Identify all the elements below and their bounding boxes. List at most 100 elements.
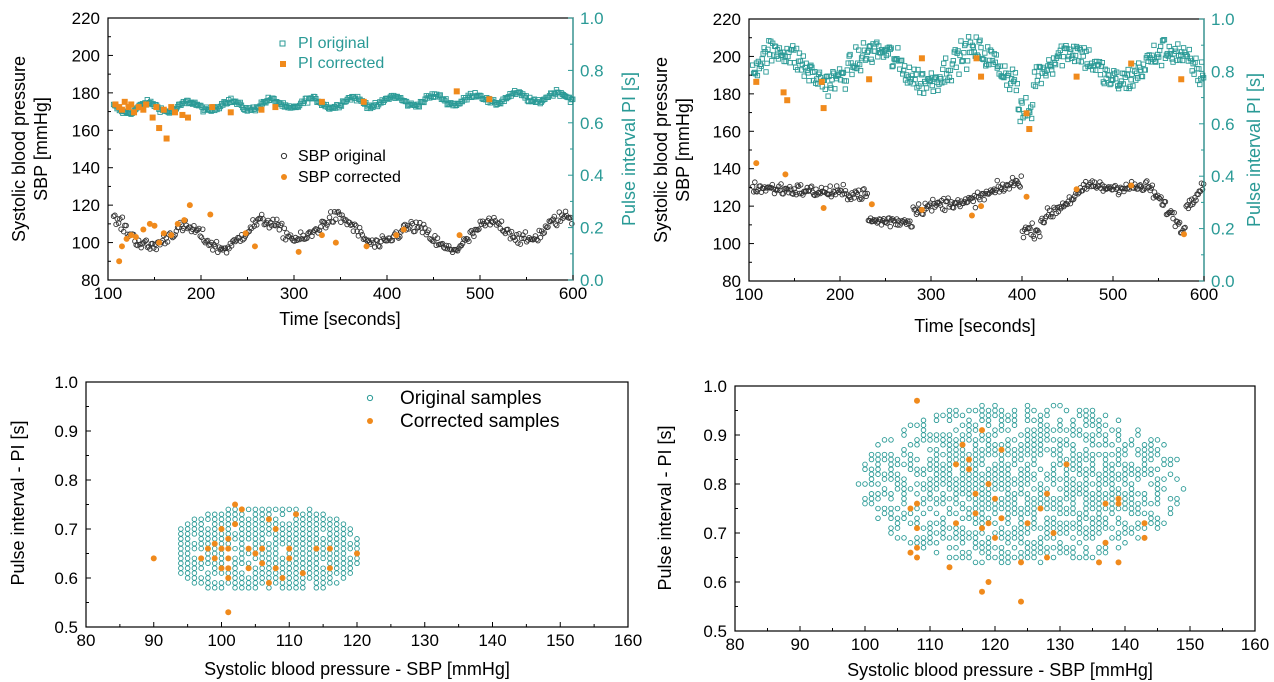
original-sample-point <box>320 511 326 518</box>
original-sample-point <box>1011 491 1018 497</box>
original-sample-point <box>313 565 320 571</box>
original-sample-point <box>211 531 218 537</box>
original-sample-point <box>225 506 232 513</box>
pi-original-point <box>957 52 963 59</box>
corrected-sample-point <box>1102 539 1109 546</box>
sbp-original-point <box>276 227 283 233</box>
x-tick-label: 150 <box>546 631 574 650</box>
y-tick-label: 0.8 <box>54 471 78 490</box>
sbp-original-point <box>864 190 871 197</box>
original-sample-point <box>1070 446 1076 453</box>
sbp-original-point <box>253 222 260 228</box>
original-sample-point <box>1031 544 1037 551</box>
sbp-original-point <box>324 222 330 228</box>
original-sample-point <box>1141 495 1148 502</box>
pi-original-point <box>849 71 855 78</box>
original-sample-point <box>1005 471 1011 477</box>
original-sample-point <box>907 442 914 448</box>
original-sample-point <box>979 515 985 522</box>
original-sample-point <box>1096 544 1102 551</box>
original-sample-point <box>293 521 299 527</box>
original-sample-point <box>320 536 326 542</box>
original-sample-point <box>320 585 326 591</box>
sbp-original-point <box>945 195 951 201</box>
original-sample-point <box>327 521 333 527</box>
original-sample-point <box>252 506 259 513</box>
original-sample-point <box>300 531 306 537</box>
original-sample-point <box>178 531 184 537</box>
sbp-original-point <box>374 237 380 244</box>
original-sample-point <box>1018 505 1024 512</box>
pi-corrected-point <box>978 73 985 80</box>
pi-original-point <box>761 45 767 51</box>
y-tick-label: 140 <box>713 160 741 179</box>
original-sample-point <box>266 555 272 562</box>
original-sample-point <box>1037 540 1044 546</box>
original-sample-point <box>347 526 353 532</box>
original-sample-point <box>862 481 868 487</box>
original-sample-point <box>901 427 907 433</box>
original-sample-point <box>985 417 992 424</box>
original-sample-point <box>211 521 218 527</box>
pi-original-point <box>1134 70 1140 76</box>
original-sample-point <box>1154 500 1161 507</box>
original-sample-point <box>1024 407 1031 414</box>
original-sample-point <box>293 575 299 581</box>
original-sample-point <box>1005 461 1011 468</box>
original-sample-point <box>1089 535 1096 541</box>
pi-original-point <box>796 50 803 56</box>
original-sample-point <box>1005 505 1011 512</box>
original-sample-point <box>940 461 946 468</box>
original-sample-point <box>868 481 875 487</box>
original-sample-point <box>198 565 204 571</box>
original-sample-point <box>1089 515 1096 522</box>
original-sample-point <box>966 427 972 433</box>
y-tick-label: 160 <box>72 121 100 140</box>
pi-original-point <box>845 60 851 66</box>
original-sample-point <box>1005 481 1011 487</box>
original-sample-point <box>881 451 888 458</box>
pi-original-point <box>1151 42 1157 49</box>
original-sample-point <box>985 471 992 477</box>
original-sample-point <box>1122 476 1128 482</box>
original-sample-point <box>306 521 313 527</box>
pi-original-point <box>1153 59 1159 65</box>
original-sample-point <box>920 432 927 438</box>
original-sample-point <box>286 560 293 567</box>
original-sample-point <box>327 570 333 576</box>
pi-original-point <box>992 59 998 65</box>
pi-original-point <box>965 34 972 40</box>
original-sample-point <box>914 505 920 512</box>
original-sample-point <box>1076 471 1083 477</box>
original-sample-point <box>211 550 218 557</box>
original-sample-point <box>259 580 265 586</box>
original-sample-point <box>218 521 225 527</box>
original-sample-point <box>245 506 252 513</box>
sbp-original-point <box>808 183 815 189</box>
original-sample-point <box>920 471 927 477</box>
original-sample-point <box>979 520 985 526</box>
original-sample-point <box>239 575 245 581</box>
original-sample-point <box>1115 515 1122 522</box>
original-sample-point <box>1096 442 1102 448</box>
original-sample-point <box>340 521 347 527</box>
original-sample-point <box>1063 486 1070 492</box>
sbp-corrected-point <box>118 243 125 250</box>
pi-original-point <box>1064 45 1070 52</box>
corrected-sample-point <box>966 456 972 463</box>
sbp-original-point <box>198 234 205 241</box>
original-sample-point <box>1141 510 1148 517</box>
original-sample-point <box>888 525 894 531</box>
original-sample-point <box>1102 505 1109 512</box>
sbp-original-point <box>561 213 568 220</box>
original-sample-point <box>1102 520 1109 526</box>
original-sample-point <box>920 427 927 433</box>
original-sample-point <box>239 540 245 547</box>
original-sample-point <box>940 442 946 448</box>
original-sample-point <box>333 516 340 522</box>
original-sample-point <box>1050 520 1057 526</box>
original-sample-point <box>293 540 299 547</box>
original-sample-point <box>279 570 286 576</box>
original-sample-point <box>1154 515 1161 522</box>
sbp-original-point <box>791 186 797 192</box>
